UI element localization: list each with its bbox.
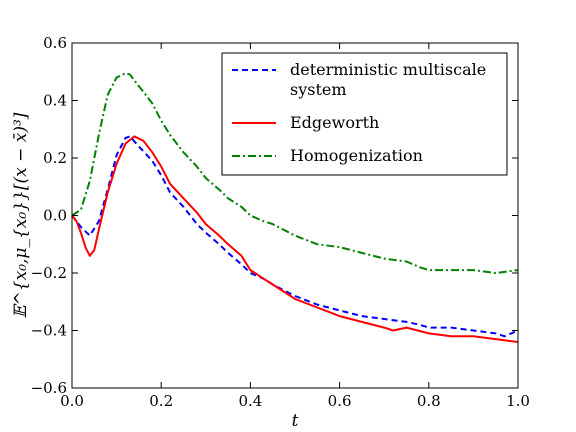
series-line-2: [71, 72, 519, 274]
series-line-0: [71, 135, 519, 338]
series-line-1: [71, 135, 519, 343]
legend-label-0: deterministic multiscale: [290, 60, 486, 79]
x-tick-label: 0.8: [417, 392, 441, 410]
x-tick-label: 1.0: [506, 392, 530, 410]
legend-label-2: Homogenization: [290, 146, 423, 165]
y-tick-label: −0.2: [31, 264, 67, 282]
y-tick-label: 0.2: [43, 149, 67, 167]
legend-label-1: Edgeworth: [290, 113, 379, 132]
y-tick-label: 0.4: [43, 92, 67, 110]
x-tick-label: 0.4: [238, 392, 262, 410]
x-tick-label: 0.0: [60, 392, 84, 410]
y-tick-label: −0.4: [31, 322, 67, 340]
x-tick-label: 0.6: [328, 392, 352, 410]
y-tick-label: 0.0: [43, 207, 67, 225]
legend-box: [221, 52, 508, 176]
y-axis-label-text: 𝔼^{x₀,μ_{x₀}}[(x − x̄)³]: [11, 112, 31, 318]
y-tick-label: 0.6: [43, 34, 67, 52]
x-tick-label: 0.2: [149, 392, 173, 410]
y-axis-label: 𝔼^{x₀,μ_{x₀}}[(x − x̄)³]: [11, 112, 31, 318]
axis-ticks: 0.0 0.2 0.4 0.6 0.8 1.0 −0.6 −0.4 −0.2 0.0 0.2 0.4 0…: [31, 34, 530, 410]
legend-label-0: system: [290, 80, 347, 99]
y-tick-label: −0.6: [31, 379, 67, 397]
plot-lines: [71, 72, 519, 343]
x-axis-label: t: [292, 411, 299, 431]
